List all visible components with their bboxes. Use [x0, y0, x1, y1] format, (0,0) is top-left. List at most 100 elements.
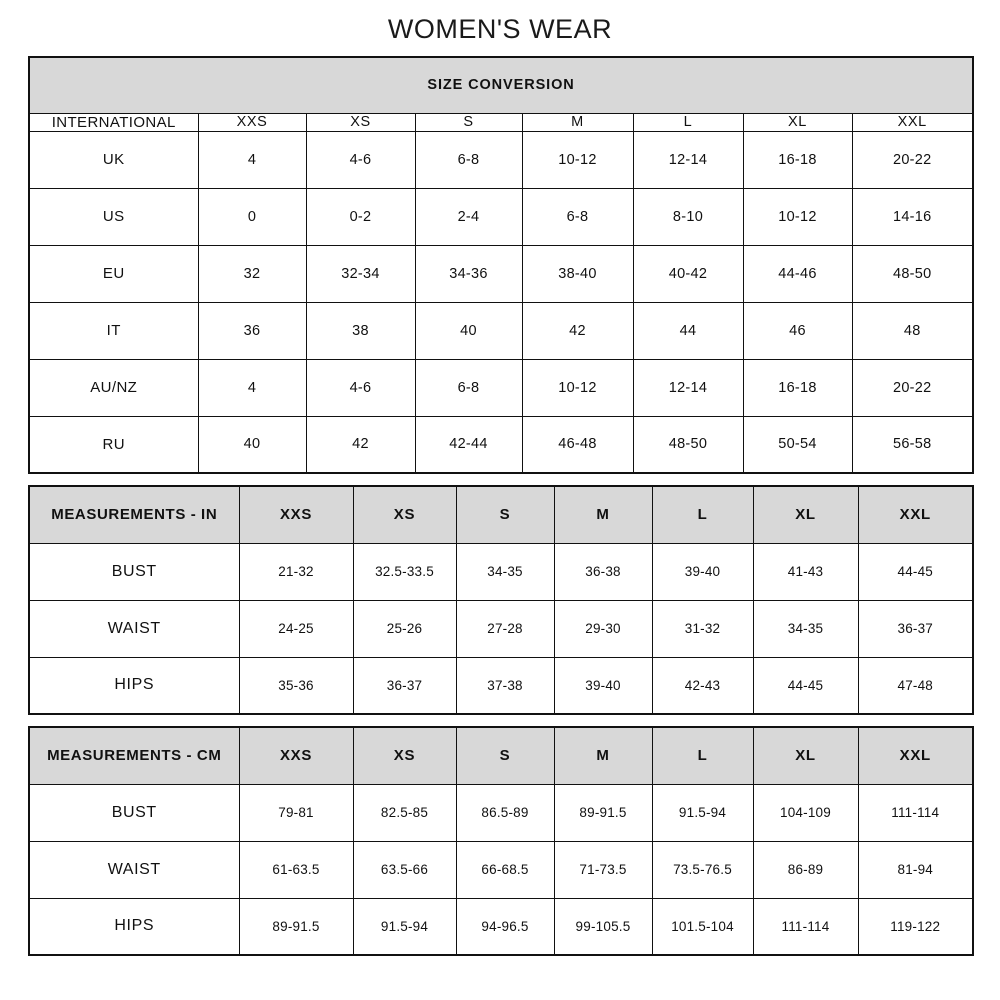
cell-value: 4 — [197, 130, 307, 189]
table-row: WAIST 24-25 25-26 27-28 29-30 31-32 34-3… — [28, 599, 974, 658]
cell-value: 32.5-33.5 — [352, 542, 457, 601]
cell-value: 16-18 — [742, 130, 853, 189]
cell-value: 24-25 — [238, 599, 354, 658]
cell-value: 34-35 — [752, 599, 859, 658]
cell-value: 73.5-76.5 — [651, 840, 754, 899]
size-conversion-header-row: INTERNATIONAL XXS XS S M L XL XXL — [28, 112, 974, 132]
header-cell-s: S — [455, 485, 555, 544]
cell-value: 2-4 — [414, 187, 523, 246]
cell-value: 101.5-104 — [651, 897, 754, 956]
header-cell-xxs: XXS — [238, 485, 354, 544]
cell-value: 50-54 — [742, 415, 853, 474]
table-row: IT 36 38 40 42 44 46 48 — [28, 301, 974, 360]
cell-value: 44 — [632, 301, 744, 360]
cell-value: 111-114 — [857, 783, 974, 842]
table-row: HIPS 89-91.5 91.5-94 94-96.5 99-105.5 10… — [28, 897, 974, 956]
cell-value: 4-6 — [305, 358, 416, 417]
header-cell-xxl: XXL — [857, 726, 974, 785]
page-title: WOMEN'S WEAR — [387, 14, 613, 44]
cell-value: 46-48 — [521, 415, 634, 474]
header-cell-s: S — [455, 726, 555, 785]
cell-value: 36-38 — [553, 542, 653, 601]
cell-value: 31-32 — [651, 599, 754, 658]
table-row: BUST 21-32 32.5-33.5 34-35 36-38 39-40 4… — [28, 542, 974, 601]
header-cell-m: M — [521, 112, 634, 132]
cell-value: 63.5-66 — [352, 840, 457, 899]
cell-value: 12-14 — [632, 358, 744, 417]
cell-value: 4-6 — [305, 130, 416, 189]
cell-value: 12-14 — [632, 130, 744, 189]
size-conversion-table: SIZE CONVERSION INTERNATIONAL XXS XS S M… — [28, 56, 974, 474]
cell-value: 41-43 — [752, 542, 859, 601]
cell-value: 10-12 — [521, 130, 634, 189]
measurements-cm-header-row: MEASUREMENTS - CM XXS XS S M L XL XXL — [28, 726, 974, 785]
header-cell-xxs: XXS — [197, 112, 307, 132]
table-row: WAIST 61-63.5 63.5-66 66-68.5 71-73.5 73… — [28, 840, 974, 899]
cell-value: 39-40 — [553, 656, 653, 715]
cell-value: 94-96.5 — [455, 897, 555, 956]
header-cell-l: L — [651, 726, 754, 785]
header-cell-international: INTERNATIONAL — [28, 112, 199, 132]
cell-value: 111-114 — [752, 897, 859, 956]
cell-value: 0-2 — [305, 187, 416, 246]
cell-value: 36-37 — [352, 656, 457, 715]
row-label: EU — [28, 244, 199, 303]
cell-value: 8-10 — [632, 187, 744, 246]
table-row: UK 4 4-6 6-8 10-12 12-14 16-18 20-22 — [28, 130, 974, 189]
cell-value: 44-45 — [857, 542, 974, 601]
measurements-in-header-row: MEASUREMENTS - IN XXS XS S M L XL XXL — [28, 485, 974, 544]
header-cell-m: M — [553, 726, 653, 785]
cell-value: 16-18 — [742, 358, 853, 417]
cell-value: 6-8 — [521, 187, 634, 246]
cell-value: 48 — [851, 301, 974, 360]
cell-value: 44-46 — [742, 244, 853, 303]
header-cell-xs: XS — [352, 726, 457, 785]
header-cell-xxl: XXL — [857, 485, 974, 544]
row-label: RU — [28, 415, 199, 474]
table-row: EU 32 32-34 34-36 38-40 40-42 44-46 48-5… — [28, 244, 974, 303]
cell-value: 42 — [305, 415, 416, 474]
size-conversion-band-title: SIZE CONVERSION — [28, 56, 974, 114]
measurements-in-table: MEASUREMENTS - IN XXS XS S M L XL XXL BU… — [28, 485, 974, 715]
cell-value: 86.5-89 — [455, 783, 555, 842]
cell-value: 44-45 — [752, 656, 859, 715]
cell-value: 36-37 — [857, 599, 974, 658]
cell-value: 20-22 — [851, 130, 974, 189]
row-label: BUST — [28, 783, 240, 842]
cell-value: 37-38 — [455, 656, 555, 715]
cell-value: 47-48 — [857, 656, 974, 715]
header-cell-s: S — [414, 112, 523, 132]
cell-value: 48-50 — [632, 415, 744, 474]
cell-value: 61-63.5 — [238, 840, 354, 899]
row-label: IT — [28, 301, 199, 360]
cell-value: 14-16 — [851, 187, 974, 246]
table-row: BUST 79-81 82.5-85 86.5-89 89-91.5 91.5-… — [28, 783, 974, 842]
cell-value: 10-12 — [521, 358, 634, 417]
header-cell-xxl: XXL — [851, 112, 974, 132]
row-label: US — [28, 187, 199, 246]
cell-value: 42 — [521, 301, 634, 360]
cell-value: 38 — [305, 301, 416, 360]
cell-value: 34-36 — [414, 244, 523, 303]
cell-value: 10-12 — [742, 187, 853, 246]
cell-value: 42-43 — [651, 656, 754, 715]
cell-value: 39-40 — [651, 542, 754, 601]
cell-value: 34-35 — [455, 542, 555, 601]
row-label: BUST — [28, 542, 240, 601]
cell-value: 89-91.5 — [238, 897, 354, 956]
cell-value: 6-8 — [414, 358, 523, 417]
header-cell-xs: XS — [305, 112, 416, 132]
cell-value: 82.5-85 — [352, 783, 457, 842]
header-cell-l: L — [632, 112, 744, 132]
header-cell-xl: XL — [752, 485, 859, 544]
row-label: WAIST — [28, 840, 240, 899]
cell-value: 40 — [197, 415, 307, 474]
header-cell-measurements-cm: MEASUREMENTS - CM — [28, 726, 240, 785]
cell-value: 79-81 — [238, 783, 354, 842]
cell-value: 27-28 — [455, 599, 555, 658]
header-cell-xl: XL — [752, 726, 859, 785]
row-label: HIPS — [28, 897, 240, 956]
row-label: AU/NZ — [28, 358, 199, 417]
cell-value: 21-32 — [238, 542, 354, 601]
